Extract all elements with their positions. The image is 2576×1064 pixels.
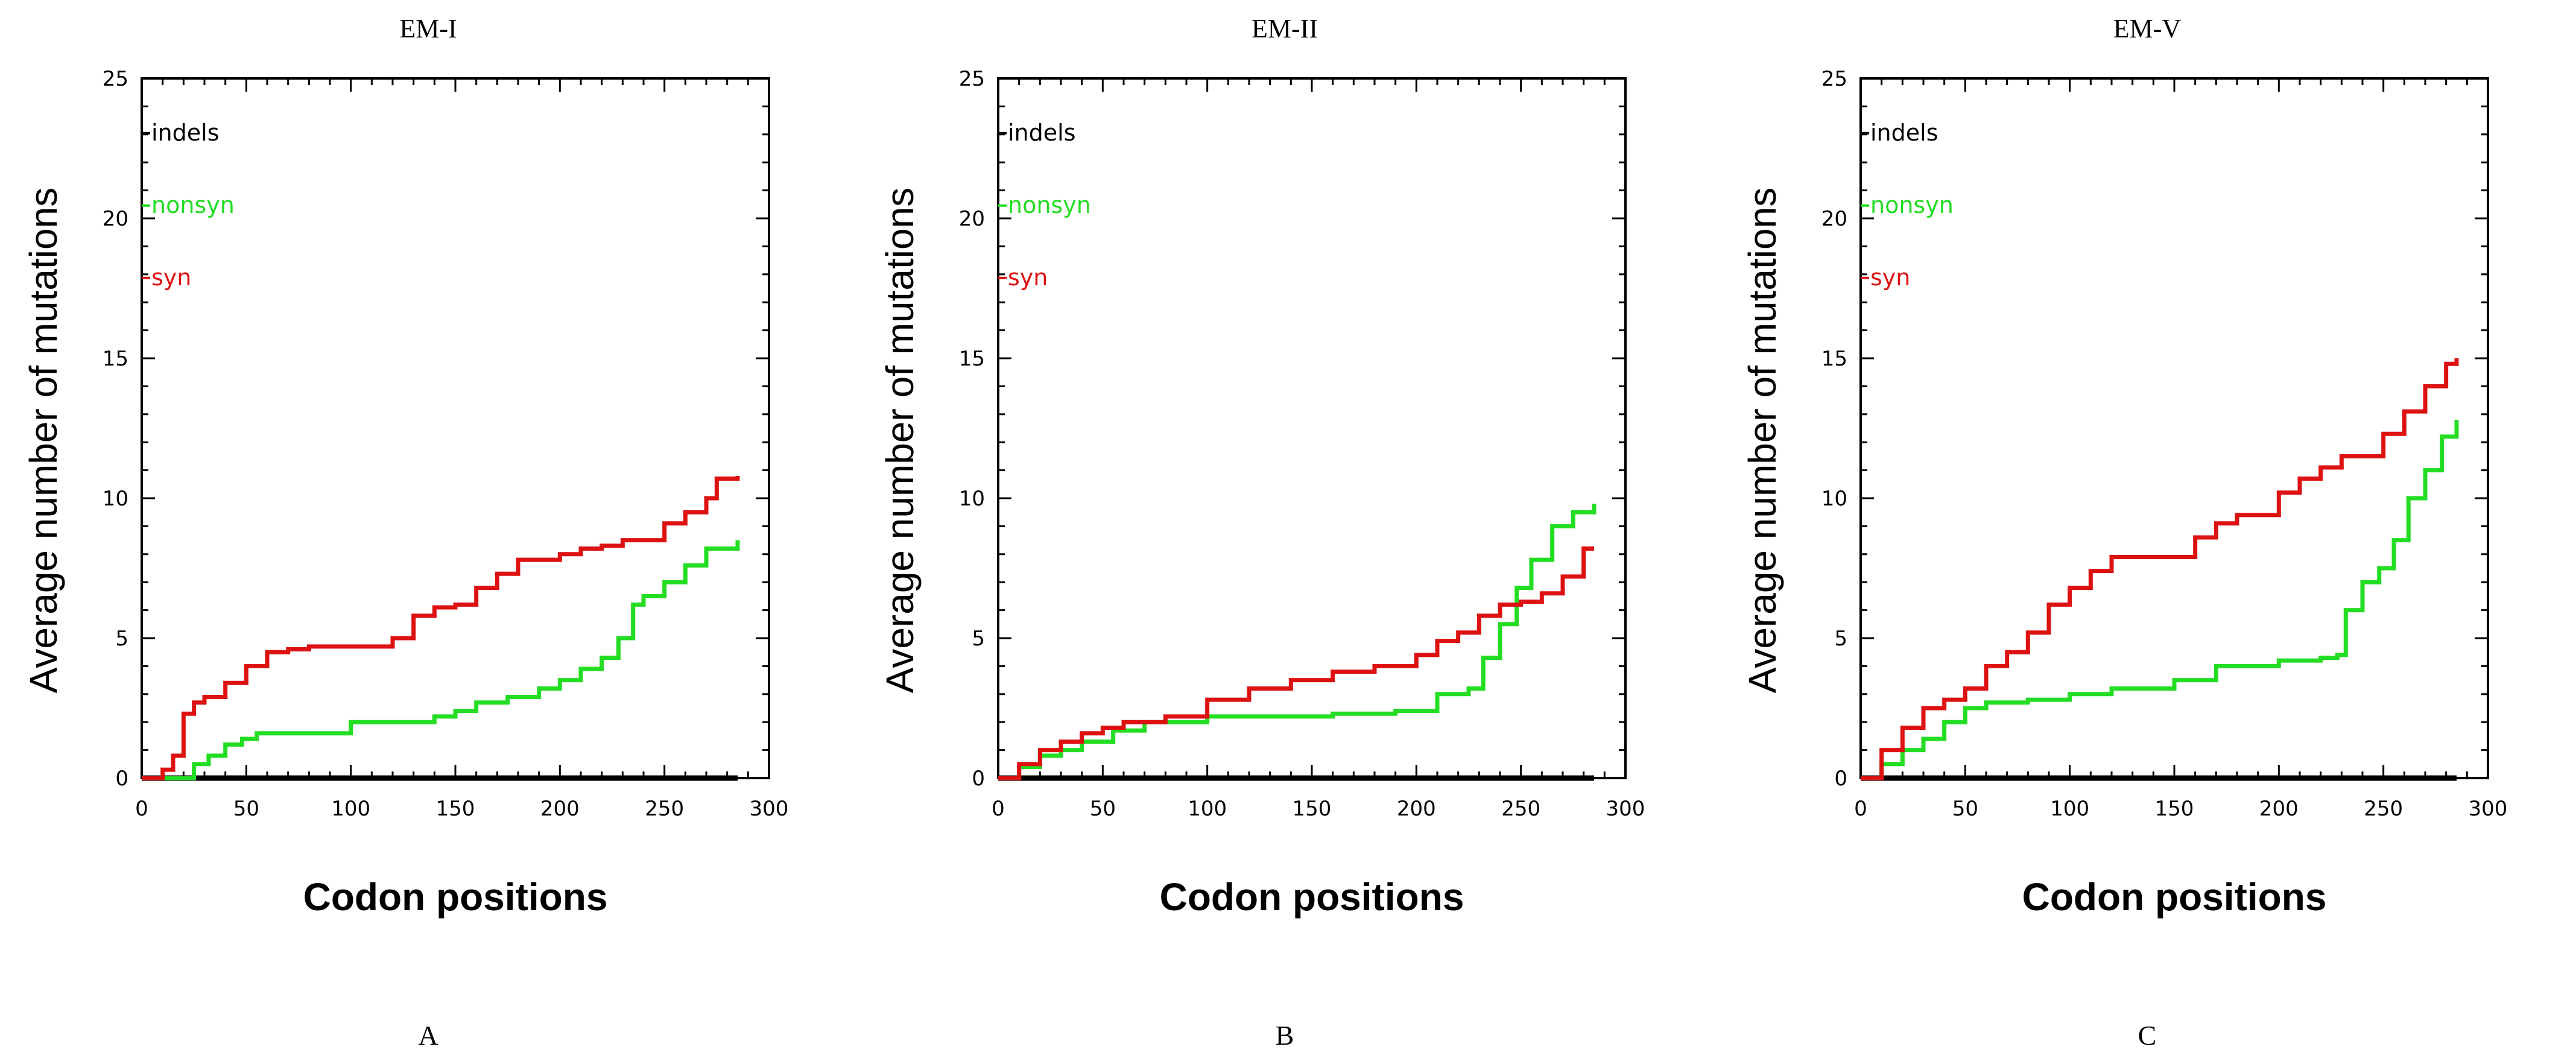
chart-title: EM-V bbox=[2113, 14, 2182, 43]
series-line-nonsyn bbox=[998, 504, 1597, 781]
x-tick-label: 150 bbox=[1293, 797, 1332, 821]
x-tick-label: 0 bbox=[135, 797, 148, 821]
x-tick-label: 200 bbox=[2259, 797, 2299, 821]
y-tick-label: 0 bbox=[115, 767, 128, 791]
y-tick-label: 10 bbox=[1821, 487, 1847, 511]
panel-letter: C bbox=[2138, 1020, 2157, 1051]
y-tick-label: 5 bbox=[1834, 627, 1847, 651]
legend-label-syn: syn bbox=[1870, 264, 1910, 291]
x-tick-label: 200 bbox=[540, 797, 580, 821]
legend-label-nonsyn: nonsyn bbox=[1008, 192, 1091, 218]
y-axis-label: Average number of mutations bbox=[878, 187, 922, 694]
x-tick-label: 150 bbox=[436, 797, 475, 821]
x-tick-label: 50 bbox=[233, 797, 259, 821]
chart-title: EM-I bbox=[399, 14, 457, 43]
x-tick-label: 250 bbox=[1501, 797, 1540, 821]
y-tick-label: 10 bbox=[959, 487, 985, 511]
x-tick-label: 300 bbox=[1606, 797, 1645, 821]
series-line-nonsyn bbox=[1861, 420, 2459, 781]
y-tick-label: 10 bbox=[103, 487, 128, 511]
legend-label-nonsyn: nonsyn bbox=[1870, 192, 1954, 218]
y-axis-label: Average number of mutations bbox=[22, 187, 65, 694]
x-tick-label: 100 bbox=[2050, 797, 2089, 821]
y-axis-label: Average number of mutations bbox=[1741, 187, 1784, 694]
series-line-syn bbox=[1861, 358, 2459, 781]
legend-label-nonsyn: nonsyn bbox=[151, 192, 235, 218]
x-axis-label: Codon positions bbox=[303, 875, 608, 919]
y-tick-label: 25 bbox=[103, 67, 128, 91]
y-tick-label: 15 bbox=[1821, 347, 1847, 371]
chart-panel-em-i: EM-I 0 50 100 150 200 250 300 0 5 10 15 20 25 indels n… bbox=[0, 0, 856, 1064]
y-tick-label: 20 bbox=[959, 207, 985, 231]
y-tick-label: 15 bbox=[959, 347, 985, 371]
series-line-nonsyn bbox=[142, 540, 740, 781]
legend-label-indels: indels bbox=[1870, 119, 1938, 146]
x-tick-label: 100 bbox=[1188, 797, 1227, 821]
x-tick-label: 150 bbox=[2155, 797, 2194, 821]
panel-letter: A bbox=[418, 1020, 438, 1051]
legend-label-syn: syn bbox=[1008, 264, 1048, 291]
x-tick-label: 200 bbox=[1397, 797, 1436, 821]
legend-label-indels: indels bbox=[1008, 119, 1076, 146]
legend-label-syn: syn bbox=[151, 264, 191, 291]
chart-panel-em-v: EM-V 0 50 100 150 200 250 300 0 5 10 15 20 25 indels n… bbox=[1719, 0, 2575, 1064]
y-tick-label: 25 bbox=[959, 67, 985, 91]
chart-panel-em-ii: EM-II 0 50 100 150 200 250 300 0 5 10 15 20 25 indels… bbox=[856, 0, 1713, 1064]
y-tick-label: 0 bbox=[1834, 767, 1847, 791]
plot-frame bbox=[1859, 77, 2489, 779]
x-tick-label: 300 bbox=[2469, 797, 2508, 821]
x-tick-label: 50 bbox=[1090, 797, 1116, 821]
chart-plot: 0 50 100 150 200 250 300 0 5 10 15 20 25 indels nonsyn… bbox=[1821, 67, 2508, 821]
y-tick-label: 20 bbox=[103, 207, 128, 231]
x-tick-label: 100 bbox=[331, 797, 370, 821]
y-tick-label: 5 bbox=[115, 627, 128, 651]
x-tick-label: 250 bbox=[645, 797, 684, 821]
legend-label-indels: indels bbox=[151, 119, 220, 146]
y-tick-label: 20 bbox=[1821, 207, 1847, 231]
series-line-syn bbox=[998, 546, 1594, 781]
chart-plot: 0 50 100 150 200 250 300 0 5 10 15 20 25 indels nonsyn… bbox=[959, 67, 1645, 821]
panel-letter: B bbox=[1275, 1020, 1294, 1051]
x-tick-label: 0 bbox=[1854, 797, 1867, 821]
chart-plot: 0 50 100 150 200 250 300 0 5 10 15 20 25 indels nonsyn… bbox=[103, 67, 789, 821]
x-axis-label: Codon positions bbox=[1159, 875, 1464, 919]
x-tick-label: 250 bbox=[2364, 797, 2403, 821]
x-axis-label: Codon positions bbox=[2022, 875, 2327, 919]
y-tick-label: 5 bbox=[972, 627, 985, 651]
y-tick-label: 25 bbox=[1821, 67, 1847, 91]
y-tick-label: 15 bbox=[103, 347, 128, 371]
plot-frame bbox=[141, 77, 770, 779]
plot-frame bbox=[997, 77, 1627, 779]
y-tick-label: 0 bbox=[972, 767, 985, 791]
x-tick-label: 300 bbox=[750, 797, 789, 821]
chart-title: EM-II bbox=[1252, 14, 1318, 43]
series-line-syn bbox=[142, 475, 740, 781]
x-tick-label: 0 bbox=[992, 797, 1005, 821]
x-tick-label: 50 bbox=[1952, 797, 1978, 821]
